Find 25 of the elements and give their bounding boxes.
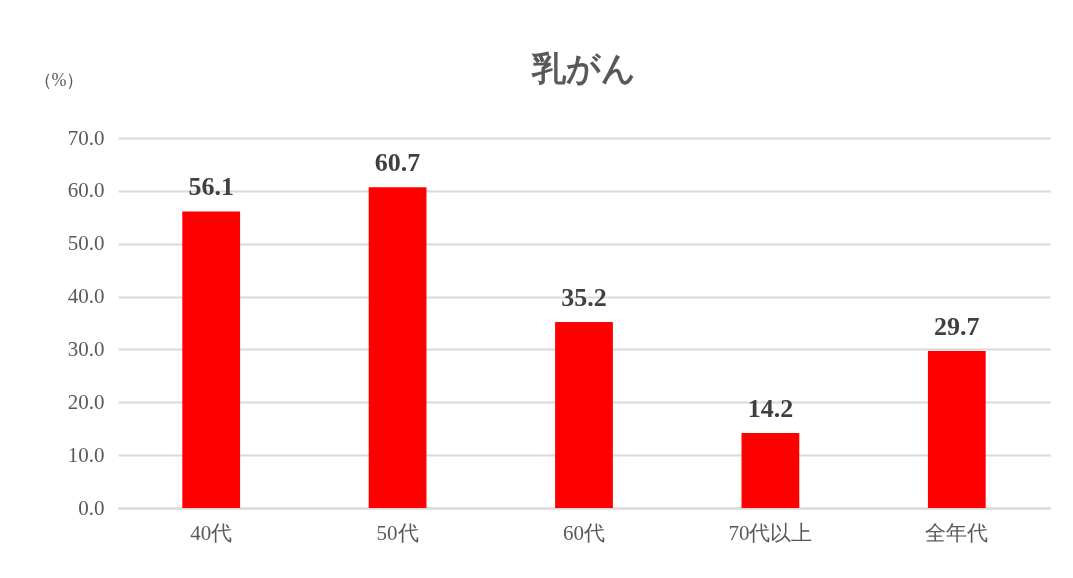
- bar: [182, 211, 241, 508]
- y-tick-label: 40.0: [67, 284, 105, 309]
- y-tick-label: 70.0: [67, 125, 105, 150]
- data-label: 56.1: [188, 172, 234, 202]
- data-label: 14.2: [747, 393, 794, 423]
- data-label: 60.7: [374, 148, 421, 178]
- x-tick-label: 50代: [376, 520, 419, 545]
- bar: [555, 321, 613, 508]
- x-tick-label: 40代: [190, 520, 233, 545]
- chart-title: 乳がん: [531, 50, 636, 87]
- x-tick-label: 60代: [563, 520, 605, 545]
- x-tick-label: 全年代: [925, 520, 989, 545]
- y-tick-label: 20.0: [67, 389, 105, 414]
- data-label: 29.7: [934, 312, 980, 342]
- data-label: 35.2: [561, 282, 607, 312]
- y-tick-label: 10.0: [67, 442, 105, 467]
- y-tick-label: 30.0: [67, 336, 105, 361]
- y-tick-label: 60.0: [67, 178, 105, 203]
- y-tick-label: 50.0: [67, 231, 105, 256]
- x-tick-label: 70代以上: [728, 520, 813, 545]
- bar: [368, 187, 427, 508]
- y-tick-label: 0.0: [78, 495, 105, 520]
- y-axis-title: （%）: [33, 69, 85, 90]
- bar: [927, 351, 986, 508]
- bar: [741, 432, 800, 508]
